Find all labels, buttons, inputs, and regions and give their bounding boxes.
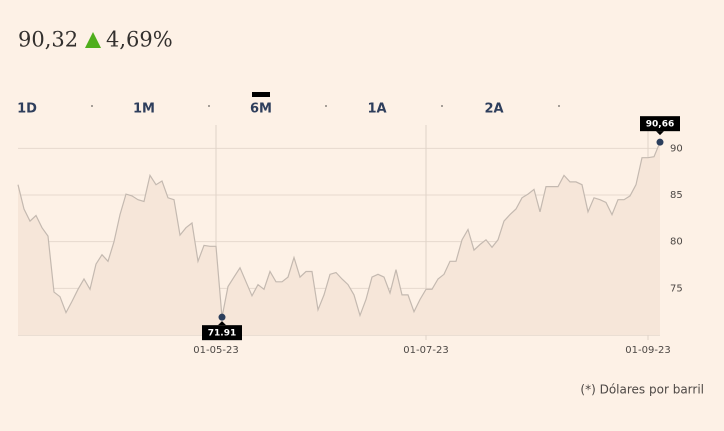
- value-label: 71.91: [208, 329, 236, 339]
- tab-separator: [441, 105, 443, 107]
- footnote: (*) Dólares por barril: [580, 383, 704, 397]
- label-pointer: [218, 321, 226, 326]
- up-arrow: [85, 32, 101, 48]
- label-pointer: [656, 131, 664, 136]
- x-tick-label: 01-07-23: [403, 345, 448, 356]
- y-tick-label: 90: [670, 143, 683, 154]
- point: [218, 313, 226, 321]
- point: [656, 138, 664, 146]
- area: [18, 142, 660, 335]
- x-tick-label: 01-09-23: [625, 345, 670, 356]
- x-tick-label: 01-05-23: [193, 345, 238, 356]
- tab[interactable]: 6M: [250, 102, 272, 117]
- tab[interactable]: 2A: [484, 102, 503, 117]
- tab-separator: [208, 105, 210, 107]
- change: 4,69%: [106, 28, 173, 52]
- y-tick-label: 85: [670, 190, 683, 201]
- tab[interactable]: 1D: [17, 102, 37, 117]
- tab-separator: [325, 105, 327, 107]
- tab[interactable]: 1M: [133, 102, 155, 117]
- tab-indicator: [252, 92, 270, 97]
- value-label: 90,66: [646, 120, 674, 130]
- tab-separator: [91, 105, 93, 107]
- price: 90,32: [18, 28, 78, 52]
- tab[interactable]: 1A: [367, 102, 386, 117]
- y-tick-label: 80: [670, 237, 683, 248]
- tab-separator: [558, 105, 560, 107]
- label-box: [202, 325, 242, 341]
- line: [17, 141, 661, 318]
- label-box: [640, 116, 680, 132]
- y-tick-label: 75: [670, 283, 683, 294]
